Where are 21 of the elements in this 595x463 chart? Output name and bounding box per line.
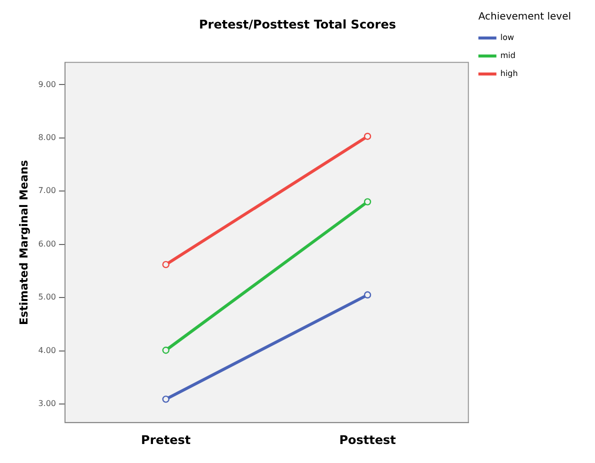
y-tick-label: 9.00	[38, 80, 56, 89]
point	[162, 260, 170, 268]
y-tick-label: 8.00	[38, 133, 56, 142]
point	[364, 291, 372, 299]
y-tick-label: 7.00	[38, 186, 56, 196]
point	[162, 346, 170, 354]
legend-title: Achievement level	[478, 12, 572, 23]
y-tick-label: 3.00	[38, 399, 56, 408]
chart-title: Pretest/Posttest Total Scores	[199, 17, 396, 32]
point	[364, 198, 372, 206]
legend-label: mid	[500, 51, 516, 60]
y-tick-label: 6.00	[38, 239, 56, 248]
y-tick-label: 4.00	[38, 346, 56, 355]
point	[364, 132, 372, 140]
y-axis-title: Estimated Marginal Means	[17, 160, 30, 325]
y-tick-label: 5.00	[38, 292, 56, 302]
x-tick-label: Posttest	[339, 432, 396, 447]
point	[162, 396, 170, 403]
legend-label: high	[500, 69, 518, 78]
x-tick-label: Pretest	[141, 432, 191, 447]
legend-label: low	[500, 33, 515, 42]
